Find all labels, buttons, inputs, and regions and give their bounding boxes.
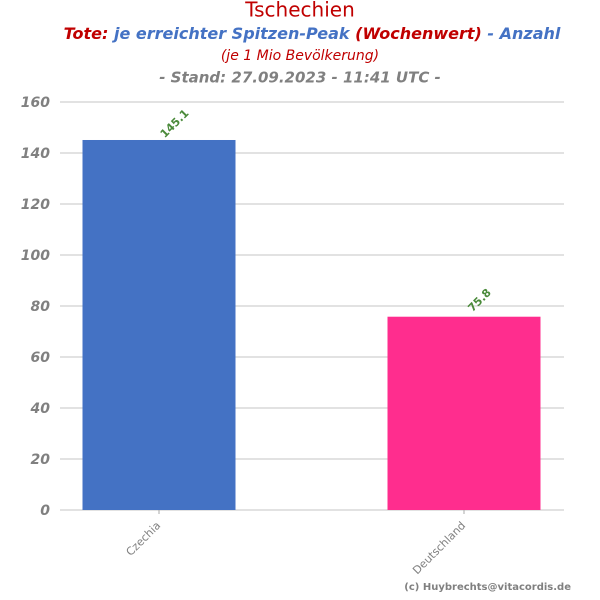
y-tick-label: 20 — [31, 452, 51, 468]
y-tick-label: 80 — [31, 299, 51, 315]
value-label: 75.8 — [465, 286, 493, 314]
chart-date: - Stand: 27.09.2023 - 11:41 UTC - — [159, 69, 441, 87]
value-label: 145.1 — [158, 107, 192, 141]
subtitle-part: - Anzahl — [487, 24, 560, 43]
chart-subtitle: Tote: je erreichter Spitzen-Peak (Wochen… — [64, 24, 561, 43]
chart-title: Tschechien — [244, 0, 355, 22]
y-tick-label: 120 — [21, 197, 50, 213]
y-tick-label: 140 — [21, 146, 50, 162]
bar — [82, 139, 236, 510]
x-tick-label: Czechia — [124, 519, 164, 559]
y-tick-label: 160 — [21, 95, 50, 111]
subtitle-part: Tote: — [64, 24, 109, 43]
subtitle-part: je erreichter Spitzen-Peak — [111, 24, 351, 43]
x-tick-label: Deutschland — [410, 519, 468, 577]
y-tick-label: 100 — [21, 248, 50, 264]
credit: (c) Huybrechts@vitacordis.de — [404, 582, 571, 593]
bar — [387, 316, 541, 510]
y-tick-label: 60 — [31, 350, 51, 366]
subtitle-part: (Wochenwert) — [355, 24, 482, 43]
y-tick-label: 0 — [40, 503, 50, 519]
chart-note: (je 1 Mio Bevölkerung) — [221, 48, 379, 64]
y-tick-label: 40 — [30, 401, 51, 417]
